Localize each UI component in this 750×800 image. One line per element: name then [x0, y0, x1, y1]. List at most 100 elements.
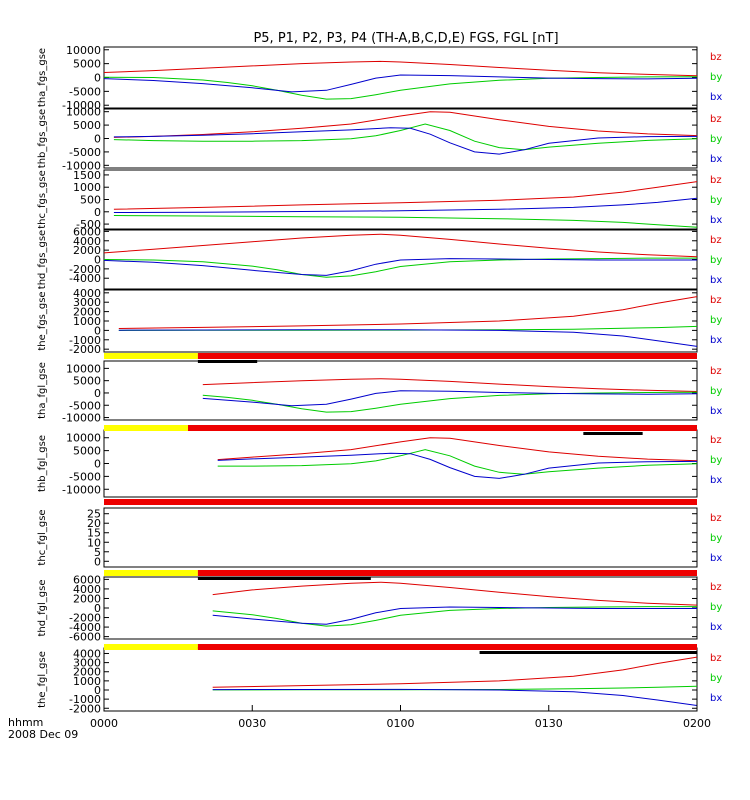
y-tick-label: -2000 [69, 702, 101, 715]
black-status-bar [197, 577, 371, 580]
y-tick-label: 0 [94, 387, 101, 400]
y-tick-label: 0 [94, 133, 101, 146]
legend-by: by [710, 602, 722, 613]
y-tick-label: 0 [94, 555, 101, 568]
series-bx [118, 329, 698, 347]
y-tick-label: 25 [87, 508, 101, 521]
status-bars [104, 353, 697, 654]
legend-bz: bz [710, 114, 722, 125]
series-bz [113, 111, 698, 138]
y-tick-label: 4000 [73, 287, 101, 300]
y-tick-label: -10000 [62, 159, 101, 172]
legend-bx: bx [710, 335, 722, 346]
black-status-bar [197, 360, 258, 363]
y-tick-label: -1000 [69, 334, 101, 347]
legend-bz: bz [710, 52, 722, 63]
legend-bz: bz [710, 582, 722, 593]
legend-bz: bz [710, 175, 722, 186]
series-bz [103, 60, 698, 77]
legend-bz: bz [710, 513, 722, 524]
panel-frame [103, 647, 698, 712]
panel-frame [103, 169, 698, 230]
y-tick-label: 10000 [66, 106, 101, 119]
legend-bz: bz [710, 435, 722, 446]
legend-by: by [710, 386, 722, 397]
y-tick-label: -4000 [69, 272, 101, 285]
y-tick-label: 0 [94, 684, 101, 697]
legend-by: by [710, 533, 722, 544]
x-tick-label: 0200 [683, 717, 711, 730]
panel-frame [103, 360, 698, 421]
y-tick-label: 3000 [73, 296, 101, 309]
series-bz [113, 181, 698, 210]
y-axis-label: thb_fgl_gse [37, 435, 48, 492]
series-bz [118, 296, 698, 329]
x-tick-label: 0000 [90, 717, 118, 730]
legend-by: by [710, 134, 722, 145]
legend-bx: bx [710, 406, 722, 417]
y-axis-label: thb_fgs_gse [37, 109, 48, 168]
series-bx [103, 74, 698, 93]
series-bz [103, 233, 698, 258]
legend-bx: bx [710, 553, 722, 564]
y-tick-label: 2000 [73, 666, 101, 679]
yellow-status-bar [104, 570, 198, 576]
black-status-bar [479, 651, 697, 654]
y-tick-label: -5000 [69, 399, 101, 412]
x-tick-label: 0130 [535, 717, 563, 730]
y-tick-label: 6000 [73, 573, 101, 586]
series-bx [202, 390, 698, 407]
series-by [103, 257, 697, 278]
y-tick-label: 20 [87, 517, 101, 530]
series-bz [212, 581, 698, 606]
series-bx [113, 197, 698, 213]
y-tick-label: -2000 [69, 263, 101, 276]
y-tick-label: 0 [94, 324, 101, 337]
legend-bz: bz [710, 295, 722, 306]
y-tick-label: 4000 [73, 235, 101, 248]
legend-bx: bx [710, 693, 722, 704]
panel-frame [103, 507, 698, 568]
legend-bx: bx [710, 475, 722, 486]
y-tick-label: -5000 [69, 146, 101, 159]
y-tick-label: -10000 [62, 483, 101, 496]
y-tick-label: 10000 [66, 44, 101, 57]
y-tick-label: 4000 [73, 583, 101, 596]
legend-bx: bx [710, 275, 722, 286]
series-bx [113, 127, 698, 155]
y-axis-label: tha_fgs_gse [37, 48, 48, 107]
legend-by: by [710, 673, 722, 684]
series-bx [217, 452, 698, 479]
y-tick-label: 2000 [73, 592, 101, 605]
y-tick-label: 10000 [66, 362, 101, 375]
y-tick-label: -2000 [69, 343, 101, 356]
y-tick-label: 0 [94, 206, 101, 219]
series-bx [212, 688, 698, 706]
legend-bz: bz [710, 653, 722, 664]
y-tick-label: -5000 [69, 85, 101, 98]
y-tick-label: -500 [76, 218, 101, 231]
red-status-bar [104, 499, 697, 505]
y-tick-label: 0 [94, 602, 101, 615]
y-tick-label: -1000 [69, 693, 101, 706]
y-tick-label: 5000 [73, 119, 101, 132]
y-tick-label: -4000 [69, 621, 101, 634]
y-tick-label: 1000 [73, 315, 101, 328]
y-tick-label: 10 [87, 536, 101, 549]
y-tick-label: 0 [94, 458, 101, 471]
legend-by: by [710, 455, 722, 466]
red-status-bar [197, 353, 697, 359]
y-tick-label: 5000 [73, 375, 101, 388]
series-by [217, 449, 698, 475]
y-tick-label: 1500 [73, 169, 101, 182]
y-tick-label: -10000 [62, 99, 101, 112]
legend-by: by [710, 72, 722, 83]
y-tick-label: 5000 [73, 58, 101, 71]
time-axis: 0000 0030 0100 0130 0200 [90, 705, 711, 730]
